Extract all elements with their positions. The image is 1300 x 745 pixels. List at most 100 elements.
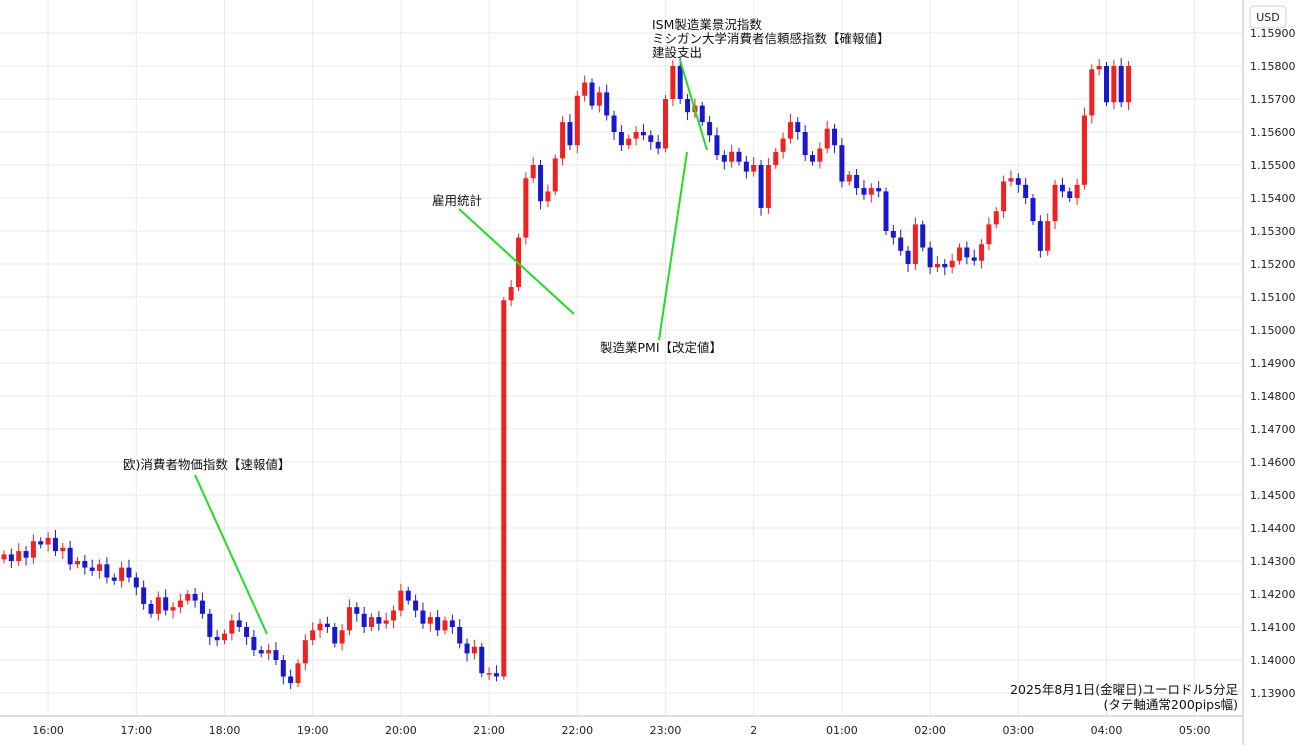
annotation-construction: 建設支出: [652, 45, 702, 60]
candle-up: [1111, 66, 1117, 103]
time-axis[interactable]: 15:0016:0017:0018:0019:0020:0021:0022:00…: [0, 724, 1211, 737]
candle-down: [699, 105, 705, 123]
candle-down: [361, 613, 367, 627]
price-tick-label: 1.14600: [1250, 456, 1296, 469]
candle-down: [618, 132, 624, 146]
candle-up: [391, 610, 397, 621]
time-tick-label: 20:00: [385, 724, 417, 737]
annotation-nfp: 雇用統計: [432, 193, 482, 208]
candle-up: [560, 122, 566, 159]
candle-down: [883, 191, 889, 231]
candle-up: [523, 178, 529, 238]
candle-up: [1001, 181, 1007, 212]
price-tick-label: 1.15800: [1250, 60, 1296, 73]
candle-down: [1104, 66, 1109, 103]
annotation-lines: [194, 59, 708, 635]
candle-up: [787, 122, 793, 139]
candle-up: [545, 191, 551, 202]
candle-down: [839, 145, 845, 182]
caption-line-2: (タテ軸通常200pips幅): [1104, 697, 1238, 712]
candle-down: [905, 250, 911, 264]
candle-up: [626, 138, 632, 146]
candle-down: [163, 597, 169, 611]
candle-up: [383, 620, 389, 624]
candle-down: [810, 155, 815, 162]
time-tick-label: 19:00: [297, 724, 329, 737]
candle-down: [464, 643, 470, 654]
annotation-line-ecb-cpi: [194, 474, 268, 635]
candle-down: [354, 607, 360, 614]
candle-down: [832, 128, 838, 146]
price-tick-label: 1.13900: [1250, 687, 1296, 700]
candle-down: [898, 237, 904, 251]
candle-down: [288, 676, 294, 684]
candle-up: [266, 650, 272, 654]
price-tick-label: 1.14000: [1250, 654, 1296, 667]
candle-down: [251, 636, 257, 651]
time-tick-label: 23:00: [650, 724, 682, 737]
time-tick-label: 17:00: [120, 724, 152, 737]
candle-up: [427, 617, 433, 624]
candle-up: [663, 99, 668, 149]
candle-up: [16, 551, 22, 561]
candle-down: [1059, 184, 1065, 192]
price-tick-label: 1.15300: [1250, 225, 1296, 238]
candle-up: [346, 607, 352, 631]
candle-up: [552, 158, 558, 192]
candle-up: [222, 633, 227, 641]
candle-down: [589, 82, 595, 106]
candle-down: [8, 554, 14, 561]
annotation-pmi: 製造業PMI【改定値】: [600, 340, 722, 355]
candle-down: [927, 247, 933, 268]
price-tick-label: 1.15000: [1250, 324, 1296, 337]
candle-down: [736, 151, 742, 162]
candle-up: [170, 607, 176, 611]
time-tick-label: 04:00: [1091, 724, 1123, 737]
candle-up: [398, 590, 404, 611]
candle-up: [442, 620, 448, 631]
candle-up: [846, 174, 852, 182]
candle-down: [685, 99, 691, 113]
time-tick-label: 21:00: [473, 724, 505, 737]
time-tick-label: 2: [750, 724, 757, 737]
candle-up: [751, 165, 757, 172]
candle-up: [1096, 66, 1102, 70]
candle-down: [82, 561, 88, 568]
candle-down: [758, 165, 764, 208]
time-tick-label: 22:00: [561, 724, 593, 737]
candle-down: [457, 627, 463, 644]
annotation-line-pmi: [658, 151, 688, 341]
candle-up: [155, 597, 161, 614]
candles: [1, 58, 1132, 690]
grid: [0, 0, 1243, 716]
candle-down: [655, 141, 661, 149]
price-axis-background: [1243, 0, 1300, 745]
price-tick-label: 1.15100: [1250, 291, 1296, 304]
price-axis[interactable]: 1.13900 1.14000 1.14100 1.14200 1.14300 1.144…: [1250, 27, 1296, 700]
annotation-ism: ISM製造業景況指数: [652, 17, 762, 32]
time-tick-label: 01:00: [826, 724, 858, 737]
candle-down: [538, 165, 544, 202]
candle-down: [104, 564, 110, 578]
candle-down: [714, 135, 720, 156]
currency-badge[interactable]: [1249, 5, 1287, 29]
price-tick-label: 1.14300: [1250, 555, 1296, 568]
currency-label: USD: [1256, 11, 1280, 24]
candle-down: [89, 567, 95, 571]
candle-down: [890, 231, 896, 238]
candle-down: [244, 627, 250, 637]
candle-up: [934, 264, 940, 268]
candle-down: [1037, 221, 1043, 251]
candle-up: [229, 620, 235, 634]
candle-down: [721, 155, 727, 162]
candle-down: [479, 646, 485, 674]
candle-up: [1074, 184, 1080, 198]
candle-up: [508, 287, 514, 301]
candle-down: [435, 617, 441, 631]
time-tick-label: 02:00: [914, 724, 946, 737]
annotation-michigan: ミシガン大学消費者信頼感指数【確報値】: [652, 31, 890, 46]
candle-down: [971, 257, 977, 261]
candle-down: [1118, 66, 1124, 103]
candle-up: [1008, 178, 1014, 182]
candle-up: [582, 82, 588, 96]
